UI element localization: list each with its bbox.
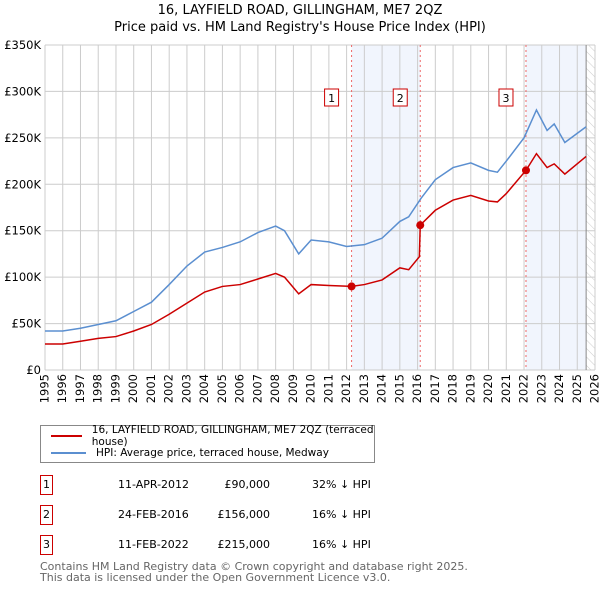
sale-date: 11-APR-2012 [118, 478, 190, 491]
legend-label-property: 16, LAYFIELD ROAD, GILLINGHAM, ME7 2QZ (… [91, 424, 374, 448]
y-tick-label: £350K [4, 38, 41, 52]
sale-label-box [324, 88, 340, 107]
sale-label-box [392, 88, 408, 107]
x-tick-label: 2023 [534, 374, 548, 403]
sale-row: 3 11-FEB-2022 £215,000 16% ↓ HPI [40, 535, 440, 555]
x-tick-label: 2004 [197, 374, 211, 403]
chart-subtitle: Price paid vs. HM Land Registry's House … [114, 20, 486, 35]
x-tick-label: 2022 [517, 374, 531, 403]
x-tick-label: 1998 [91, 374, 105, 403]
legend-label-hpi: HPI: Average price, terraced house, Medw… [96, 447, 329, 459]
x-tick-label: 2013 [357, 374, 371, 403]
x-tick-label: 2021 [499, 374, 513, 403]
future-hatch [586, 45, 595, 370]
sale-marker-badge: 3 [40, 535, 53, 555]
x-tick-label: 2010 [304, 374, 318, 403]
x-tick-label: 1996 [55, 374, 69, 403]
x-tick-label: 2012 [339, 374, 353, 403]
x-tick-label: 2019 [463, 374, 477, 403]
x-tick-label: 2006 [233, 374, 247, 403]
x-tick-label: 2000 [126, 374, 140, 403]
sale-point [416, 221, 425, 230]
x-tick-label: 1999 [108, 374, 122, 403]
x-tick-label: 2005 [215, 374, 229, 403]
x-tick-label: 2016 [410, 374, 424, 403]
sale-point [521, 166, 530, 175]
x-tick-label: 2024 [552, 374, 566, 403]
legend-red-line [51, 435, 82, 437]
sale-price: £156,000 [217, 508, 271, 521]
y-tick-label: £200K [4, 177, 41, 191]
sale-label: 3 [502, 92, 509, 105]
sale-label: 2 [397, 92, 404, 105]
shaded-ownership-period [351, 45, 421, 370]
x-tick-label: 2007 [250, 374, 264, 403]
footer-line: This data is licensed under the Open Gov… [40, 571, 391, 584]
footer-line: Contains HM Land Registry data © Crown c… [40, 560, 468, 573]
x-tick-label: 2014 [375, 374, 389, 403]
sale-hpi-diff: 16% ↓ HPI [312, 538, 371, 551]
x-tick-label: 2018 [446, 374, 460, 403]
chart-title: 16, LAYFIELD ROAD, GILLINGHAM, ME7 2QZ [157, 3, 443, 18]
series-line [45, 108, 587, 332]
sale-date: 11-FEB-2022 [118, 538, 189, 551]
y-tick-label: £50K [12, 317, 42, 331]
sale-date: 24-FEB-2016 [118, 508, 189, 521]
sale-marker-badge: 2 [40, 505, 53, 525]
y-tick-label: £300K [4, 84, 41, 98]
shaded-ownership-period [525, 45, 587, 370]
sale-hpi-diff: 16% ↓ HPI [312, 508, 371, 521]
x-tick-label: 2026 [588, 374, 600, 403]
sale-label-box [498, 88, 514, 107]
y-tick-label: £250K [4, 131, 41, 145]
x-tick-label: 1995 [38, 374, 52, 403]
sale-row: 1 11-APR-2012 £90,000 32% ↓ HPI [40, 475, 440, 495]
y-tick-label: £0 [26, 363, 41, 377]
y-tick-label: £150K [4, 224, 41, 238]
x-tick-label: 2003 [179, 374, 193, 403]
x-tick-label: 2017 [428, 374, 442, 403]
x-tick-label: 2002 [162, 374, 176, 403]
x-tick-label: 2008 [268, 374, 282, 403]
sale-hpi-diff: 32% ↓ HPI [312, 478, 371, 491]
sale-price: £90,000 [224, 478, 271, 491]
legend: 16, LAYFIELD ROAD, GILLINGHAM, ME7 2QZ (… [40, 424, 375, 463]
sale-price: £215,000 [217, 538, 271, 551]
sale-point [347, 282, 356, 291]
footer: Contains HM Land Registry data © Crown c… [40, 561, 468, 583]
y-tick-label: £100K [4, 270, 41, 284]
x-tick-label: 2009 [286, 374, 300, 403]
x-tick-label: 1997 [73, 374, 87, 403]
x-tick-label: 2015 [392, 374, 406, 403]
sale-label: 1 [328, 92, 335, 105]
x-tick-label: 2025 [570, 374, 584, 403]
x-tick-label: 2020 [481, 374, 495, 403]
sale-row: 2 24-FEB-2016 £156,000 16% ↓ HPI [40, 505, 440, 525]
sale-marker-badge: 1 [40, 475, 53, 495]
x-tick-label: 2001 [144, 374, 158, 403]
plot-area: 1995 1996 1997 1998 1999 2000 2001 2002 2003 2004… [4, 38, 600, 403]
x-tick-label: 2011 [321, 374, 335, 403]
legend-blue-line [51, 452, 86, 454]
